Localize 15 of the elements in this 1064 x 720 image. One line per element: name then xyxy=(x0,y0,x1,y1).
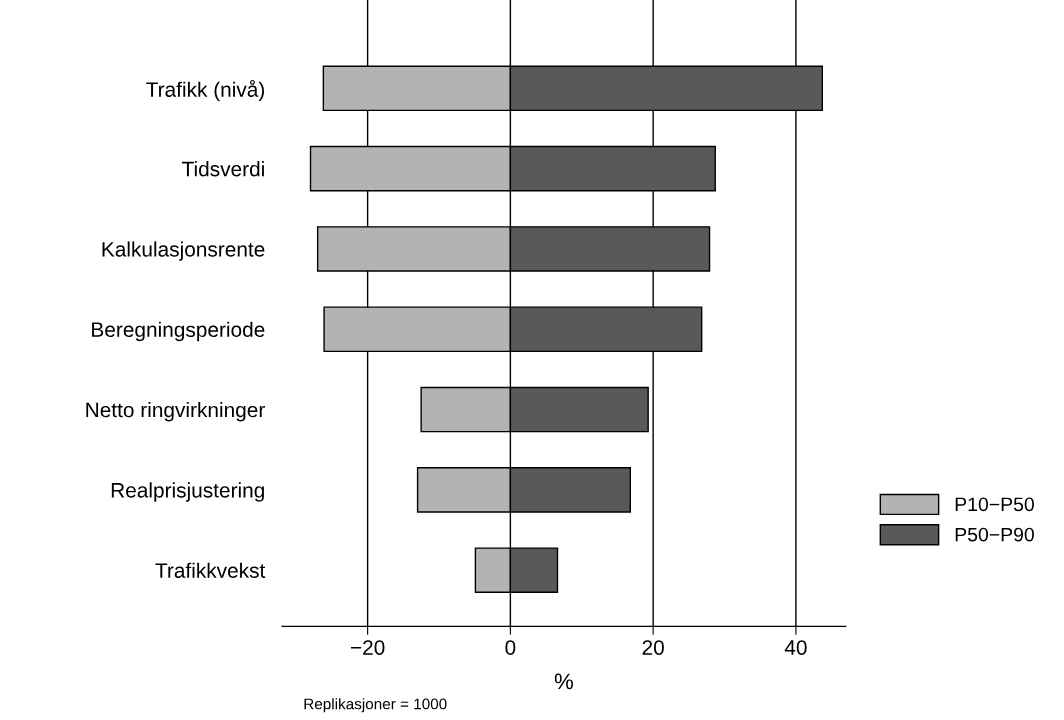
x-axis-title: % xyxy=(554,673,574,690)
x-tick-label: 0 xyxy=(505,640,516,655)
legend-label: P10−P50 xyxy=(955,497,1034,512)
text: Replikasjoner = 1000 xyxy=(304,698,447,713)
y-tick-label: Netto ringvirkninger xyxy=(86,402,265,422)
y-tick-label: Kalkulasjonsrente xyxy=(102,241,265,261)
y-tick-label: Realprisjustering xyxy=(111,482,264,502)
x-tick-label: 20 xyxy=(642,640,664,655)
y-tick-label: Beregningsperiode xyxy=(92,321,265,342)
x-tick-label: 40 xyxy=(784,640,807,655)
y-tick-label: Tidsverdi xyxy=(182,161,264,177)
x-tick-label: −20 xyxy=(350,640,385,655)
y-tick-label: Trafikk (nivå) xyxy=(146,79,265,102)
legend-label: P50−P90 xyxy=(955,527,1034,542)
y-tick-label: Trafikkvekst xyxy=(155,562,266,578)
